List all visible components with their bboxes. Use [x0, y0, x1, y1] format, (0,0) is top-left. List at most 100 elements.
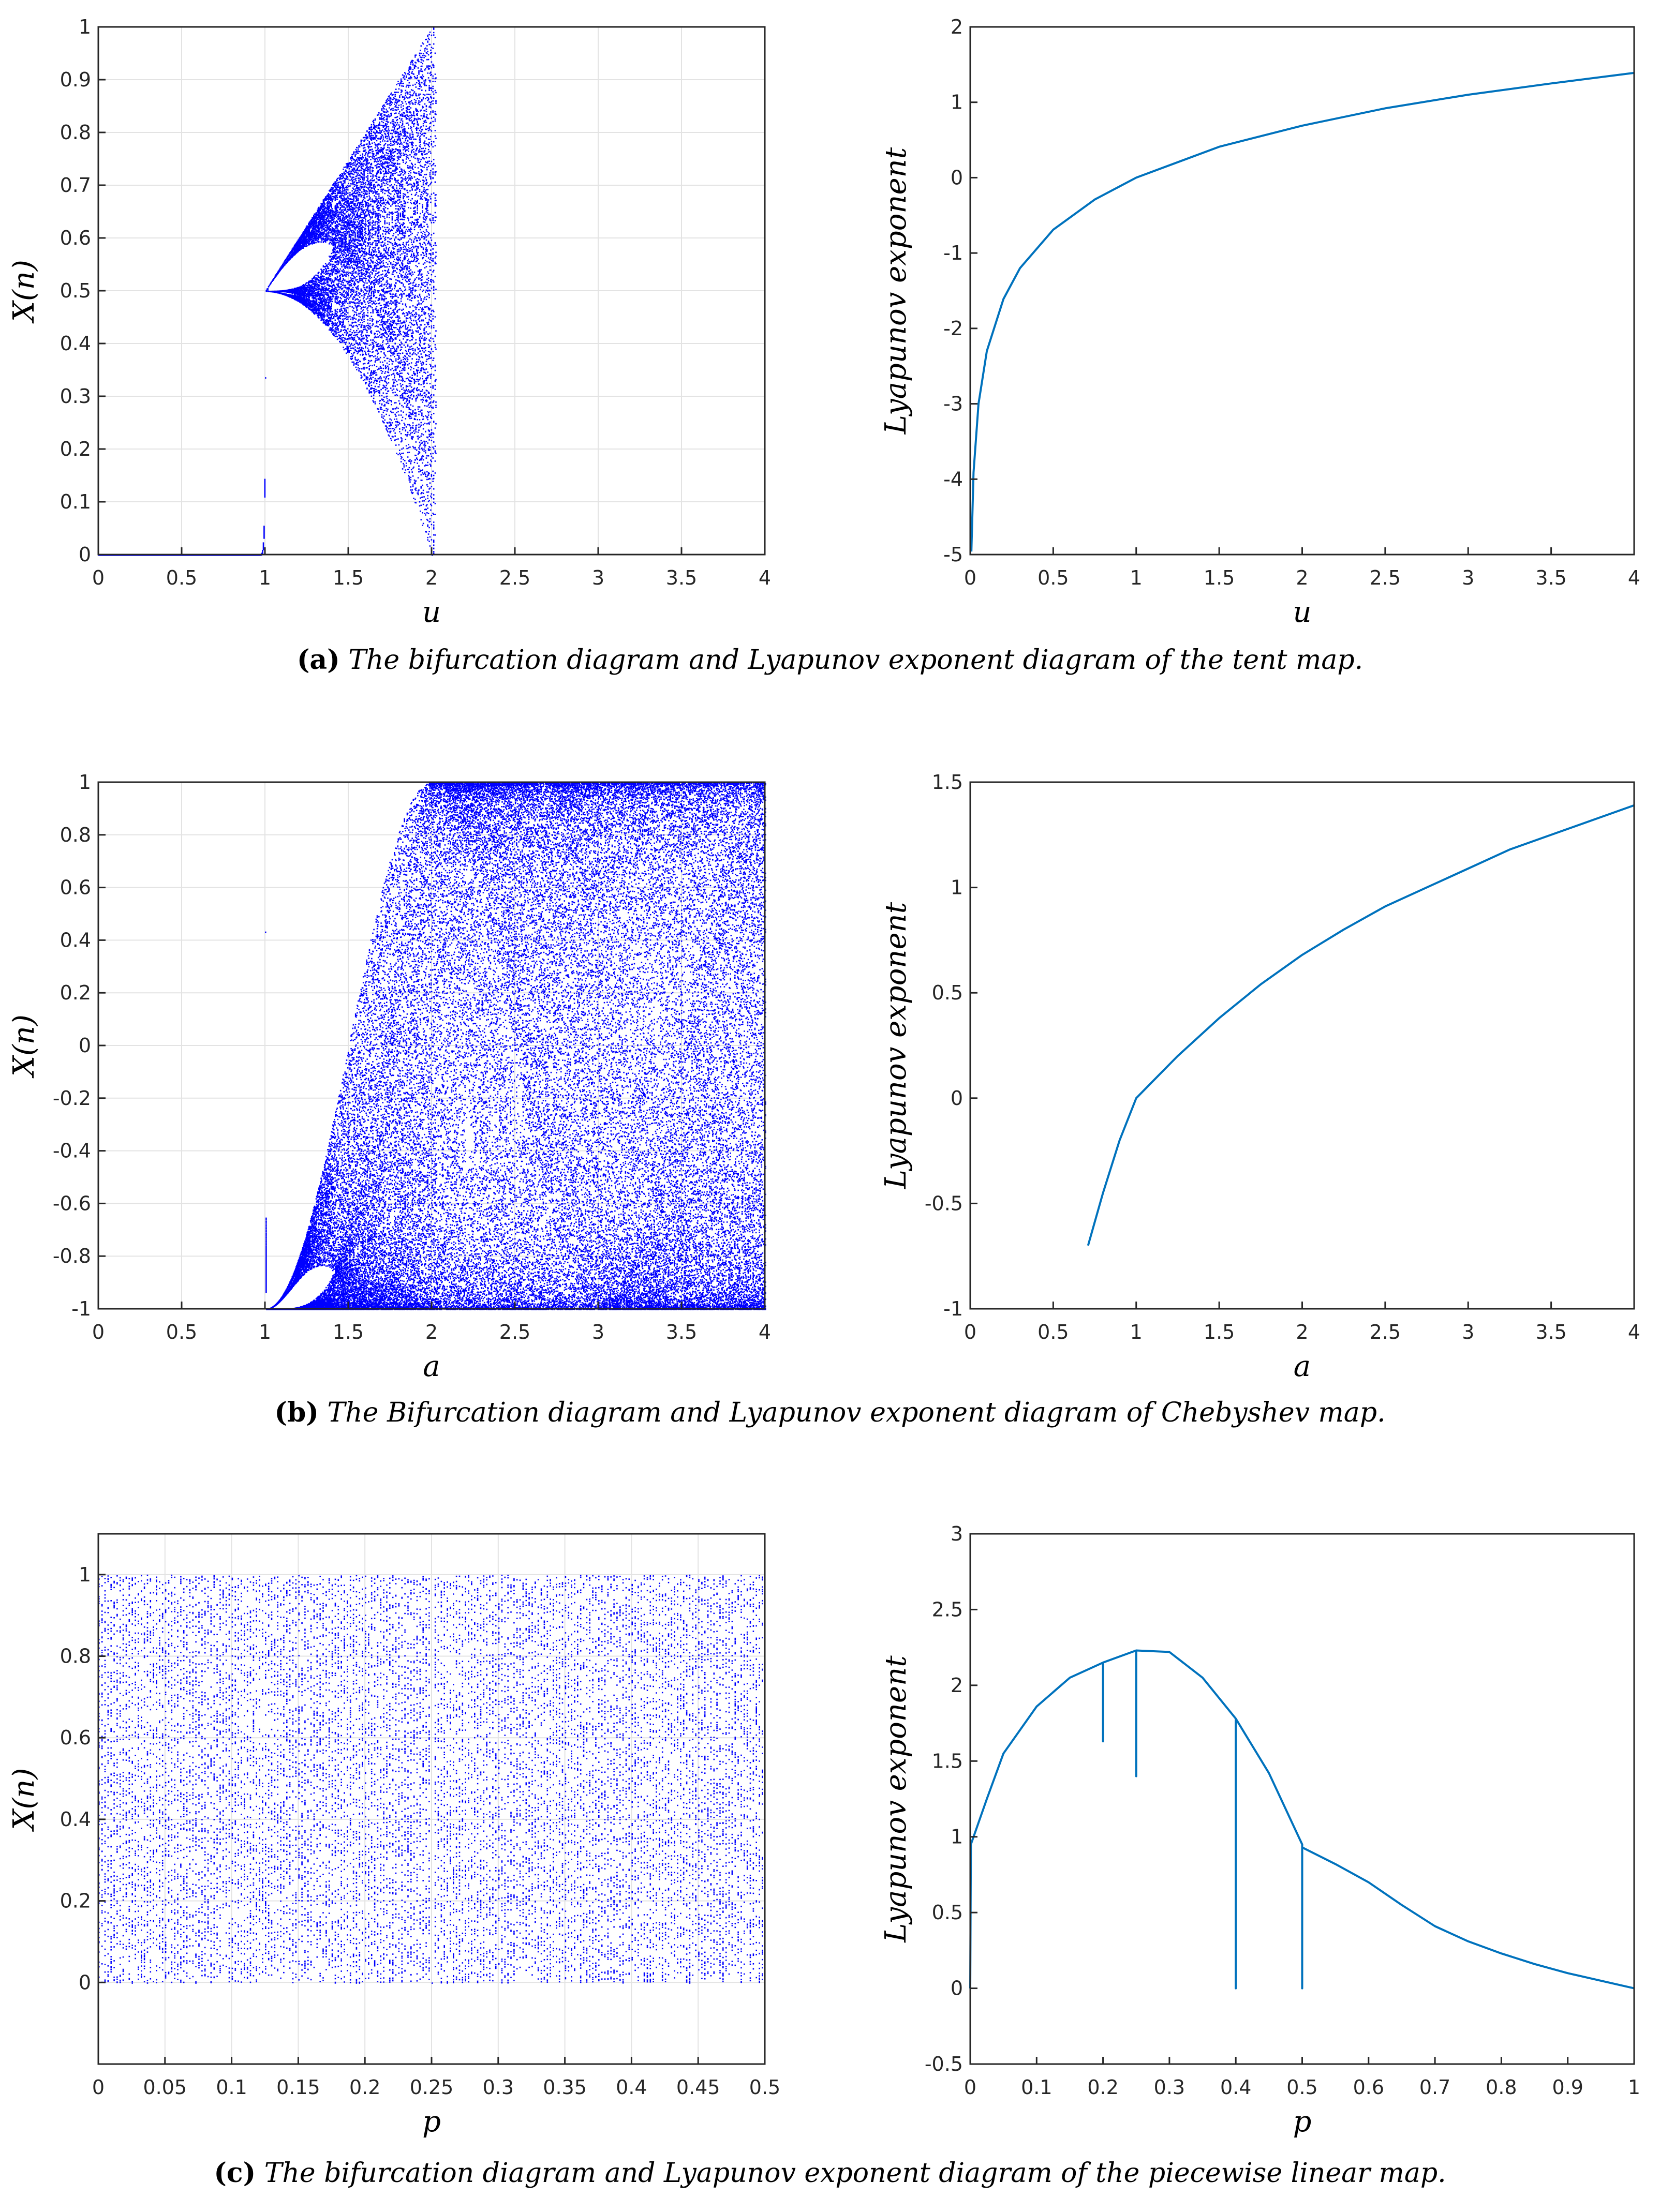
x-tick-label: 3 [1462, 1321, 1474, 1343]
y-tick-label: 0 [951, 1087, 963, 1110]
x-tick-label: 2 [425, 566, 438, 589]
y-tick-label: 0.5 [932, 981, 963, 1004]
y-tick-label: 0.9 [60, 68, 91, 91]
x-tick-label: 0 [964, 1321, 976, 1343]
y-tick-label: -0.5 [925, 1192, 963, 1215]
y-axis-label: X(n) [7, 260, 41, 324]
x-tick-label: 0 [92, 2076, 105, 2099]
y-tick-label: 0.2 [60, 438, 91, 460]
x-tick-label: 2.5 [499, 1321, 530, 1343]
y-tick-label: -0.2 [53, 1087, 91, 1110]
x-tick-label: 3.5 [666, 1321, 697, 1343]
y-tick-label: -1 [943, 242, 963, 264]
x-tick-label: 4 [759, 1321, 771, 1343]
y-tick-label: 0.8 [60, 824, 91, 846]
x-tick-label: 2.5 [1370, 566, 1401, 589]
x-tick-label: 0 [964, 2076, 976, 2099]
x-tick-label: 1.5 [1204, 1321, 1235, 1343]
caption-a-text: The bifurcation diagram and Lyapunov exp… [348, 645, 1363, 676]
y-tick-label: 3 [951, 1522, 963, 1545]
y-tick-label: 0.1 [60, 490, 91, 513]
x-tick-label: 0.5 [1038, 1321, 1069, 1343]
y-tick-label: -4 [943, 468, 963, 490]
y-tick-label: 0.5 [932, 1901, 963, 1924]
y-tick-label: -0.4 [53, 1140, 91, 1162]
x-tick-label: 0.45 [676, 2076, 720, 2099]
caption-c-text: The bifurcation diagram and Lyapunov exp… [264, 2158, 1446, 2189]
x-tick-label: 2 [425, 1321, 438, 1343]
chebyshev-bifurcation-plot: 0 0.5 1 1.5 2 2.5 3 3.5 4 -1 -0.8 -0.6 -0.4 -0.2 0 0.2 0… [7, 771, 771, 1383]
y-tick-label: 1.5 [932, 771, 963, 794]
y-tick-label: 0.6 [60, 1726, 91, 1749]
x-tick-label: 1.5 [333, 1321, 364, 1343]
x-tick-label: 4 [1628, 566, 1640, 589]
x-tick-label: 0.6 [1353, 2076, 1384, 2099]
y-tick-label: -0.6 [53, 1192, 91, 1215]
x-axis-label: u [1293, 595, 1311, 629]
chebyshev-lyapunov-plot: 0 0.5 1 1.5 2 2.5 3 3.5 4 -1 -0.5 0 0.5 1 1.5 a Lyapunov… [879, 771, 1640, 1383]
caption-b-tag: (b) [274, 1397, 319, 1428]
x-tick-label: 1 [1628, 2076, 1640, 2099]
x-tick-label: 0 [92, 1321, 105, 1343]
x-tick-label: 3 [592, 1321, 604, 1343]
y-tick-label: 1 [951, 876, 963, 899]
y-tick-label: 0 [79, 543, 91, 566]
x-tick-label: 0.15 [276, 2076, 320, 2099]
x-tick-label: 3 [1462, 566, 1474, 589]
y-tick-label: 2 [951, 16, 963, 38]
x-tick-label: 3.5 [666, 566, 697, 589]
x-tick-label: 0.2 [349, 2076, 380, 2099]
y-axis-label: X(n) [7, 1014, 41, 1079]
y-tick-label: 1 [79, 771, 91, 794]
y-tick-label: 0.4 [60, 929, 91, 951]
y-tick-label: 1.5 [932, 1750, 963, 1772]
plot-area [970, 782, 1634, 1309]
y-tick-label: 1 [79, 1563, 91, 1586]
y-axis-label: Lyapunov exponent [879, 147, 913, 435]
x-tick-label: 1 [259, 566, 271, 589]
y-axis-label: Lyapunov exponent [879, 902, 913, 1189]
x-tick-label: 0.7 [1419, 2076, 1450, 2099]
x-tick-label: 2 [1296, 1321, 1308, 1343]
x-tick-label: 3.5 [1535, 566, 1566, 589]
bifurcation-points [98, 27, 437, 556]
caption-a: (a) The bifurcation diagram and Lyapunov… [0, 644, 1660, 676]
y-tick-label: -0.8 [53, 1245, 91, 1267]
y-tick-label: -1 [943, 1297, 963, 1320]
x-tick-label: 0.5 [1038, 566, 1069, 589]
y-tick-label: 0.4 [60, 332, 91, 355]
x-tick-label: 0.9 [1552, 2076, 1583, 2099]
y-tick-label: -2 [943, 317, 963, 340]
tent-lyapunov-plot: 0 0.5 1 1.5 2 2.5 3 3.5 4 -5 -4 -3 -2 -1 0 1 2 u Lyapunov … [879, 16, 1640, 629]
x-tick-label: 0.35 [543, 2076, 587, 2099]
tent-bifurcation-plot: 0 0.5 1 1.5 2 2.5 3 3.5 4 0 0.1 0.2 0.3 0.4 0.5 0.6 0.7 0… [7, 16, 771, 629]
y-tick-label: 0 [951, 166, 963, 189]
y-tick-label: 0.6 [60, 876, 91, 899]
y-tick-label: 0.4 [60, 1808, 91, 1831]
caption-a-tag: (a) [297, 644, 340, 676]
x-tick-label: 2.5 [499, 566, 530, 589]
x-axis-label: u [422, 595, 441, 629]
pwlcm-bifurcation-plot: 0 0.05 0.1 0.15 0.2 0.25 0.3 0.35 0.4 0.45 0.5 0 0.2… [7, 1533, 780, 2139]
x-axis-label: p [1293, 2105, 1312, 2139]
x-axis-label: a [1294, 1350, 1311, 1383]
x-tick-label: 2.5 [1370, 1321, 1401, 1343]
x-tick-label: 3 [592, 566, 604, 589]
lyapunov-series-line [969, 1649, 1635, 1990]
x-tick-label: 0 [964, 566, 976, 589]
x-tick-label: 0.3 [483, 2076, 514, 2099]
y-axis-label: X(n) [7, 1768, 41, 1832]
y-tick-label: 0.8 [60, 1645, 91, 1668]
x-tick-label: 0.05 [143, 2076, 187, 2099]
x-tick-label: 1.5 [333, 566, 364, 589]
x-tick-label: 0.4 [1220, 2076, 1251, 2099]
x-tick-label: 0.2 [1087, 2076, 1118, 2099]
x-tick-label: 0.8 [1486, 2076, 1517, 2099]
y-tick-label: 0.2 [60, 981, 91, 1004]
x-tick-label: 1 [1130, 566, 1143, 589]
x-tick-label: 4 [1628, 1321, 1640, 1343]
x-tick-label: 0.1 [216, 2076, 247, 2099]
x-axis-label: p [422, 2105, 441, 2139]
y-tick-label: 0.7 [60, 174, 91, 197]
y-tick-label: 0.3 [60, 385, 91, 408]
